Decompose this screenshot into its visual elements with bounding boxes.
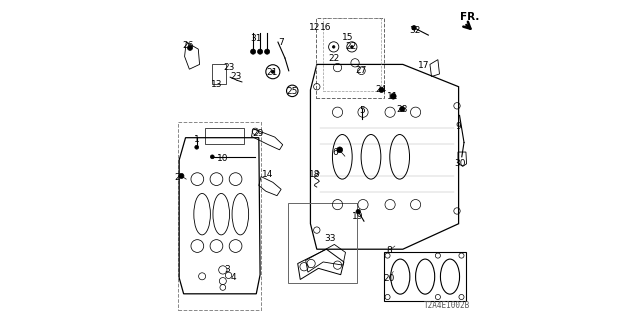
- Text: 16: 16: [320, 23, 332, 32]
- Text: 3: 3: [225, 265, 230, 275]
- Text: 14: 14: [262, 170, 273, 179]
- Text: 8: 8: [387, 246, 392, 255]
- Circle shape: [356, 209, 360, 214]
- Text: 22: 22: [345, 42, 356, 52]
- Text: T2A4E1002B: T2A4E1002B: [424, 301, 470, 310]
- Text: 26: 26: [182, 41, 193, 51]
- Text: 11: 11: [387, 92, 398, 101]
- Text: 4: 4: [230, 273, 236, 282]
- Text: 12: 12: [309, 23, 320, 32]
- Text: 9: 9: [456, 122, 461, 131]
- Text: 30: 30: [454, 159, 465, 168]
- Text: 18: 18: [308, 170, 320, 179]
- Text: 2: 2: [175, 173, 180, 182]
- Text: 7: 7: [278, 38, 284, 47]
- Text: 29: 29: [253, 129, 264, 138]
- Text: 25: 25: [286, 87, 298, 96]
- Text: 13: 13: [211, 80, 222, 89]
- Text: 32: 32: [409, 27, 420, 36]
- Text: FR.: FR.: [460, 12, 479, 22]
- Text: 24: 24: [376, 85, 387, 94]
- Circle shape: [351, 46, 353, 48]
- Circle shape: [179, 173, 184, 179]
- Circle shape: [337, 147, 342, 153]
- Text: 15: 15: [342, 33, 354, 42]
- Text: 5: 5: [360, 106, 365, 115]
- Text: 17: 17: [418, 61, 429, 70]
- Text: 23: 23: [230, 72, 242, 81]
- Text: 28: 28: [396, 105, 408, 114]
- Circle shape: [264, 49, 269, 54]
- Text: 10: 10: [218, 154, 229, 163]
- Text: 23: 23: [223, 63, 235, 72]
- Circle shape: [250, 49, 255, 54]
- Circle shape: [257, 49, 262, 54]
- Text: 22: 22: [328, 53, 339, 62]
- Circle shape: [390, 93, 396, 99]
- Circle shape: [379, 87, 384, 92]
- Text: 31: 31: [250, 34, 261, 43]
- Text: 33: 33: [324, 234, 336, 243]
- Circle shape: [211, 155, 214, 159]
- Circle shape: [271, 70, 275, 73]
- Text: 20: 20: [383, 274, 395, 283]
- Text: 21: 21: [266, 68, 278, 76]
- Circle shape: [195, 145, 198, 149]
- Text: 1: 1: [193, 135, 199, 144]
- Text: 6: 6: [332, 148, 338, 157]
- Text: 19: 19: [352, 212, 364, 221]
- Text: 27: 27: [355, 66, 367, 75]
- Circle shape: [412, 26, 416, 30]
- Circle shape: [332, 46, 335, 48]
- Circle shape: [399, 107, 404, 112]
- Circle shape: [188, 45, 193, 50]
